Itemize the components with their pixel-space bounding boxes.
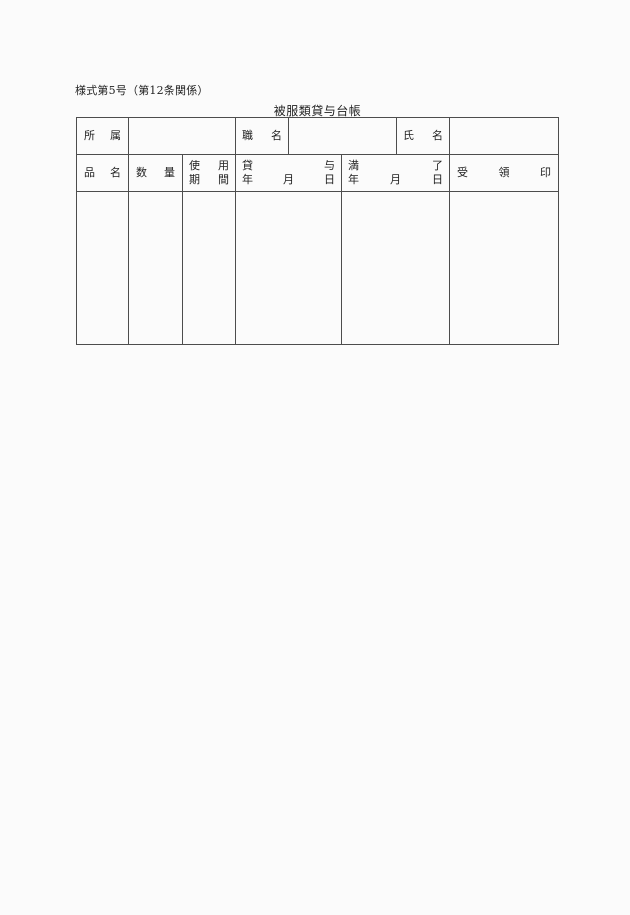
- info-row: 所属 職名 氏名: [77, 118, 558, 155]
- job-title-value-cell: [289, 118, 397, 154]
- page-title: 被服類貸与台帳: [273, 104, 362, 118]
- item-name-cell: [77, 192, 129, 344]
- expiry-date-cell: [342, 192, 450, 344]
- lend-date-cell: [236, 192, 342, 344]
- column-header-receipt-seal: 受領印: [450, 155, 558, 191]
- lend-date-label-line2: 年月日: [242, 173, 335, 186]
- quantity-cell: [129, 192, 183, 344]
- table-row: [77, 192, 558, 344]
- expiry-date-label-line1: 満了: [348, 159, 443, 172]
- ledger-table: 所属 職名 氏名 品名 数量 使用 期間 貸与: [76, 117, 559, 345]
- column-header-item-name: 品名: [77, 155, 129, 191]
- item-name-label: 品名: [84, 166, 121, 179]
- affiliation-label-cell: 所属: [77, 118, 129, 154]
- job-title-label: 職名: [242, 129, 282, 142]
- receipt-seal-label: 受領印: [457, 166, 551, 179]
- header-row: 品名 数量 使用 期間 貸与 年月日 満了 年月日 受領印: [77, 155, 558, 192]
- quantity-label: 数量: [136, 166, 175, 179]
- affiliation-label: 所属: [84, 129, 121, 142]
- column-header-quantity: 数量: [129, 155, 183, 191]
- affiliation-value-cell: [129, 118, 236, 154]
- column-header-lend-date: 貸与 年月日: [236, 155, 342, 191]
- column-header-expiry-date: 満了 年月日: [342, 155, 450, 191]
- form-number: 様式第5号（第12条関係）: [75, 84, 209, 97]
- receipt-seal-cell: [450, 192, 558, 344]
- name-value-cell: [450, 118, 558, 154]
- name-label: 氏名: [403, 129, 443, 142]
- usage-period-label-line2: 期間: [189, 173, 229, 186]
- column-header-usage-period: 使用 期間: [183, 155, 236, 191]
- lend-date-label-line1: 貸与: [242, 159, 335, 172]
- name-label-cell: 氏名: [397, 118, 450, 154]
- usage-period-cell: [183, 192, 236, 344]
- usage-period-label-line1: 使用: [189, 159, 229, 172]
- job-title-label-cell: 職名: [236, 118, 289, 154]
- expiry-date-label-line2: 年月日: [348, 173, 443, 186]
